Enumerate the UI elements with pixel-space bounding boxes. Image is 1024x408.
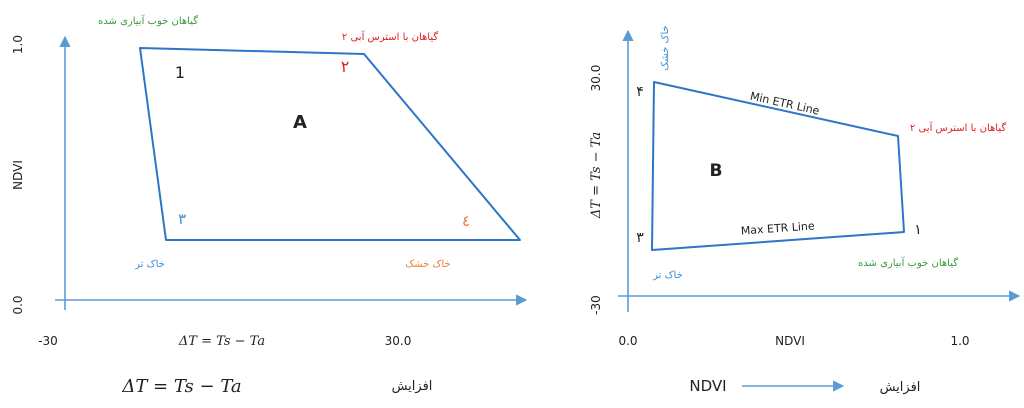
- diagram-a-y-tick-top: 1.0: [11, 35, 25, 54]
- diagram-a-y-tick-bottom: 0.0: [11, 295, 25, 314]
- diagram-b-label-dry-soil: خاک خشک: [660, 25, 671, 70]
- diagram-b-max-etr-line: Max ETR Line: [740, 219, 815, 237]
- diagram-b-trapezoid: [651, 81, 905, 251]
- diagram-b-x-tick-left: 0.0: [618, 334, 637, 348]
- diagram-b-y-tick-top: 30.0: [589, 65, 603, 92]
- caption-right-ndvi: NDVI: [689, 377, 726, 395]
- diagram-a-corner-3: ۳: [178, 210, 186, 228]
- diagram-b-letter: B: [710, 161, 723, 181]
- diagram-b-label-well-irrigated: گیاهان خوب آبیاری شده: [858, 256, 958, 269]
- diagram-a: 1.0 0.0 NDVI -30 30.0 ΔT = Ts − Ta A 1 ۲…: [11, 14, 528, 349]
- captions: ΔT = Ts − Ta افزایش NDVI افزایش: [121, 376, 920, 397]
- diagram-b-x-axis-label: NDVI: [775, 334, 805, 348]
- diagram-a-x-axis-label: ΔT = Ts − Ta: [178, 334, 265, 349]
- diagram-b-min-etr-line: Min ETR Line: [749, 90, 821, 118]
- diagram-b-y-axis-label: ΔT = Ts − Ta: [589, 132, 604, 219]
- diagram-a-trapezoid: [139, 47, 521, 241]
- diagram-b-y-tick-bottom: -30: [589, 295, 603, 315]
- diagram-a-x-tick-right: 30.0: [385, 334, 412, 348]
- diagram-a-label-wet-soil: خاک تر: [134, 259, 165, 270]
- diagram-a-x-tick-left: -30: [38, 334, 58, 348]
- diagram-b-corner-3: ۳: [636, 230, 644, 246]
- diagram-a-label-well-irrigated: گیاهان خوب آبیاری شده: [98, 14, 198, 27]
- diagram-a-corner-1: 1: [175, 63, 185, 82]
- diagram-a-y-axis-label: NDVI: [11, 160, 25, 190]
- caption-left-formula: ΔT = Ts − Ta: [121, 376, 241, 397]
- diagram-a-label-dry-soil: خاک خشک: [405, 259, 450, 270]
- diagram-b-label-water-stress: گیاهان با استرس آبی ۲: [910, 121, 1006, 134]
- diagram-b-label-wet-soil: خاک تر: [652, 270, 683, 281]
- diagram-b: 30.0 -30 ΔT = Ts − Ta 0.0 1.0 NDVI B Min…: [589, 25, 1021, 348]
- diagram-a-letter: A: [293, 112, 307, 133]
- caption-left-increase: افزایش: [392, 379, 433, 394]
- diagram-a-corner-2: ۲: [341, 57, 350, 76]
- diagram-a-corner-4: ٤: [462, 212, 470, 230]
- caption-right-increase: افزایش: [880, 380, 921, 395]
- diagram-b-corner-4: ۴: [636, 84, 644, 100]
- diagram-b-corner-1: ۱: [914, 222, 922, 238]
- diagram-b-x-tick-right: 1.0: [950, 334, 969, 348]
- diagram-a-label-water-stress: گیاهان با استرس آبی ۲: [342, 30, 438, 43]
